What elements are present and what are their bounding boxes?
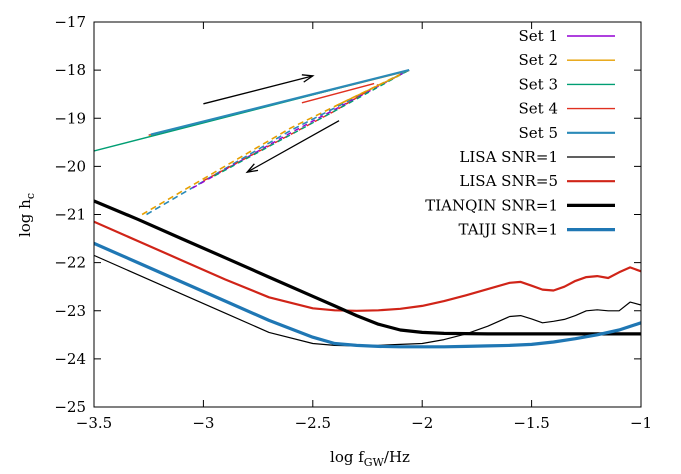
- legend-label: Set 4: [519, 100, 559, 118]
- trajectory-line-2: [146, 69, 410, 216]
- trajectory-line-5: [213, 69, 410, 177]
- x-tick-label: −1.5: [513, 414, 549, 432]
- arrow-layer: [203, 74, 340, 174]
- legend-label: TAIJI SNR=1: [459, 221, 558, 239]
- y-tick-label: −24: [54, 350, 86, 368]
- legend-label: Set 5: [519, 124, 559, 142]
- legend-entry-set-2: Set 2: [519, 51, 615, 69]
- trajectory-line-6: [334, 74, 401, 107]
- x-tick-label: −2: [411, 414, 433, 432]
- legend-label: LISA SNR=5: [459, 172, 558, 190]
- x-tick-label: −1: [630, 414, 652, 432]
- y-tick-label: −17: [54, 13, 86, 31]
- y-axis-label: log hc: [16, 193, 37, 237]
- y-tick-label: −19: [54, 109, 86, 127]
- legend-entry-taiji-snr-1: TAIJI SNR=1: [459, 221, 615, 239]
- series-line-lisa-snr-1: [94, 254, 641, 347]
- legend-entry-set-4: Set 4: [519, 100, 615, 118]
- series-line-set-5: [150, 69, 410, 136]
- legend-entry-lisa-snr-1: LISA SNR=1: [459, 148, 615, 166]
- y-tick-label: −18: [54, 61, 86, 79]
- x-tick-label: −3: [192, 414, 214, 432]
- series-line-taiji-snr-1: [94, 241, 641, 349]
- legend-label: Set 2: [519, 51, 559, 69]
- series-line-set-4: [301, 82, 375, 104]
- legend-entry-set-5: Set 5: [519, 124, 615, 142]
- series-layer: [94, 69, 641, 349]
- series-line-lisa-snr-5: [94, 220, 641, 312]
- y-tick-label: −22: [54, 254, 86, 272]
- legend-label: Set 3: [519, 75, 559, 93]
- axis-labels: log fGW/Hz log hc: [16, 193, 410, 469]
- x-axis-label: log fGW/Hz: [330, 448, 410, 469]
- direction-arrow-2: [245, 120, 340, 174]
- legend-label: LISA SNR=1: [459, 148, 558, 166]
- y-tick-label: −23: [54, 302, 86, 320]
- axes: −3.5 −3 −2.5 −2 −1.5 −1 −25 −24 −23 −22 −21 −20 −19 −…: [54, 13, 652, 432]
- y-tick-label: −20: [54, 157, 86, 175]
- legend-label: TIANQIN SNR=1: [425, 196, 558, 214]
- direction-arrow-1: [203, 74, 315, 105]
- legend-entry-tianqin-snr-1: TIANQIN SNR=1: [425, 196, 615, 214]
- legend-entry-lisa-snr-5: LISA SNR=5: [459, 172, 615, 190]
- legend-entry-set-3: Set 3: [519, 75, 615, 93]
- y-tick-label: −21: [54, 206, 86, 224]
- legend-label: Set 1: [519, 27, 559, 45]
- series-line-tianqin-snr-1: [94, 199, 641, 336]
- x-tick-label: −2.5: [295, 414, 331, 432]
- legend-entry-set-1: Set 1: [519, 27, 615, 45]
- trajectory-line-1: [141, 69, 410, 216]
- y-tick-label: −25: [54, 398, 86, 416]
- legend: Set 1 Set 2 Set 3 Set 4 Set 5 LISA SNR=1 LISA …: [425, 27, 615, 239]
- x-tick-label: −3.5: [76, 414, 112, 432]
